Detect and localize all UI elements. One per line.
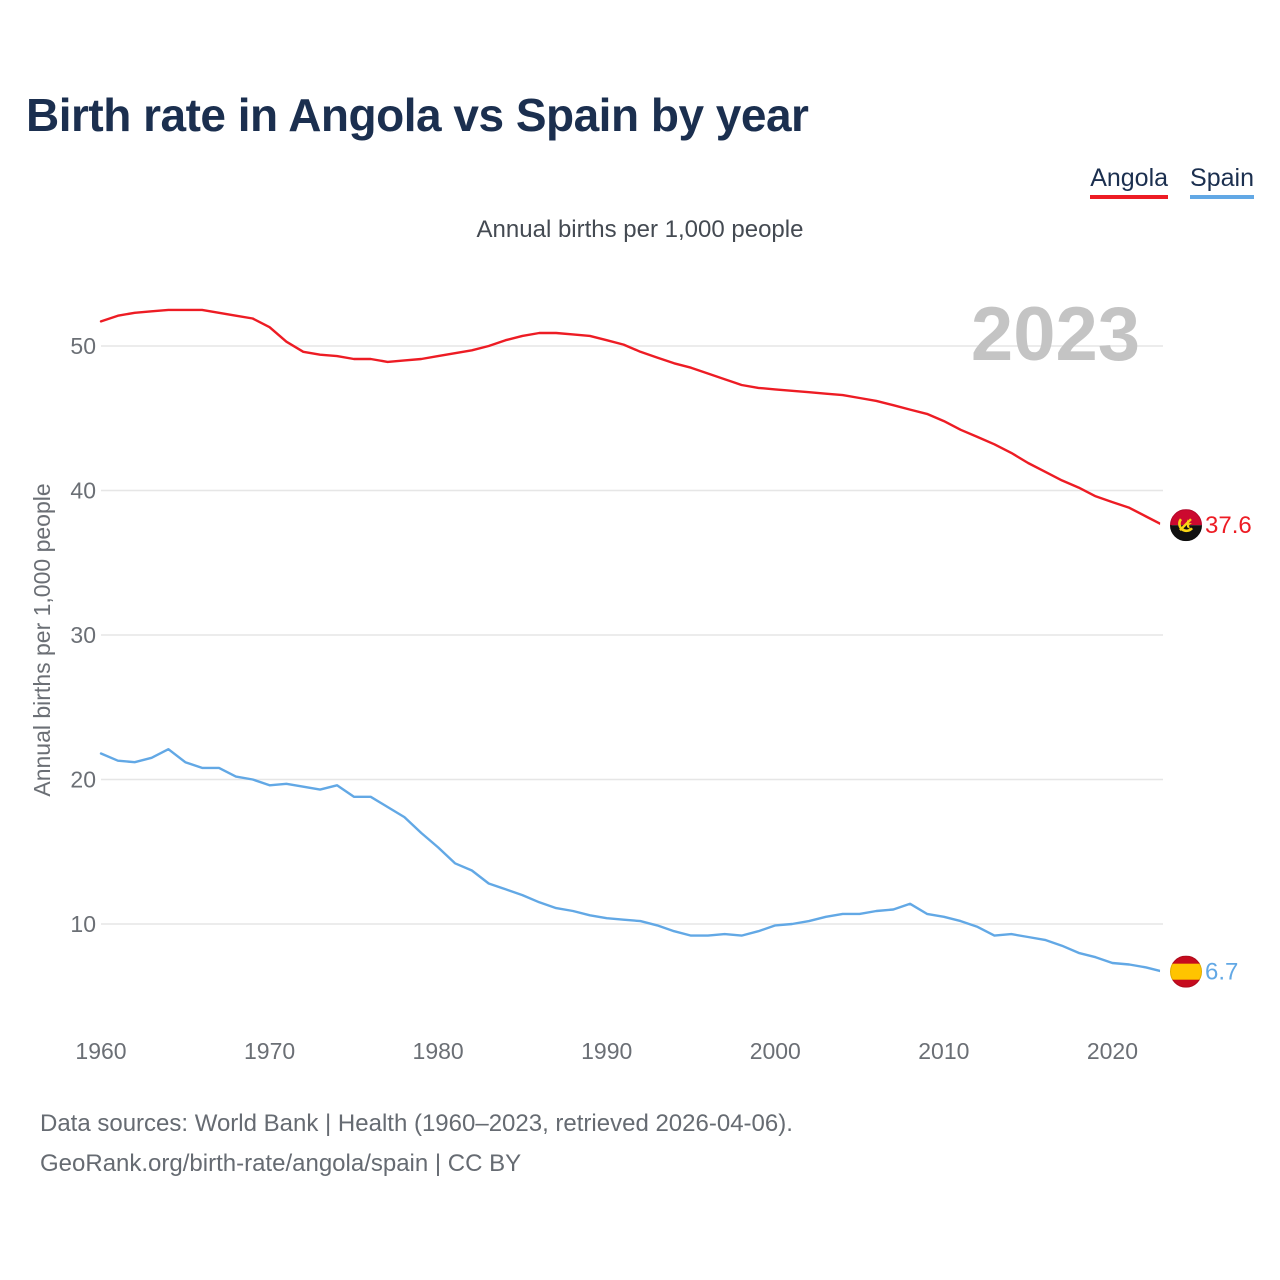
x-tick-label: 1970 bbox=[244, 1038, 295, 1064]
year-watermark: 2023 bbox=[971, 292, 1140, 377]
y-tick-label: 30 bbox=[70, 622, 96, 648]
x-tick-label: 1990 bbox=[581, 1038, 632, 1064]
angola-flag-icon bbox=[1160, 499, 1212, 552]
end-value-label-angola: 37.6 bbox=[1205, 512, 1252, 539]
spain-flag-icon bbox=[1160, 945, 1212, 998]
x-tick-label: 1960 bbox=[75, 1038, 126, 1064]
chart-title: Birth rate in Angola vs Spain by year bbox=[26, 89, 809, 141]
y-tick-label: 50 bbox=[70, 333, 96, 359]
footer-sources: Data sources: World Bank | Health (1960–… bbox=[40, 1110, 793, 1137]
x-tick-label: 2000 bbox=[750, 1038, 801, 1064]
legend-item-angola[interactable]: Angola bbox=[1090, 164, 1169, 199]
y-tick-label: 20 bbox=[70, 767, 96, 793]
line-chart: 10 20 30 40 50 1960 1970 1980 1990 2000 2010 2020 An… bbox=[29, 292, 1252, 1064]
chart-subtitle: Annual births per 1,000 people bbox=[476, 216, 804, 243]
y-tick-label: 10 bbox=[70, 911, 96, 937]
legend: Angola Spain bbox=[1090, 164, 1254, 199]
y-axis-title: Annual births per 1,000 people bbox=[29, 483, 55, 796]
series-line-spain[interactable] bbox=[99, 748, 1165, 973]
footer: Data sources: World Bank | Health (1960–… bbox=[40, 1104, 793, 1184]
x-tick-label: 2020 bbox=[1087, 1038, 1138, 1064]
y-tick-label: 40 bbox=[70, 478, 96, 504]
x-tick-label: 1980 bbox=[413, 1038, 464, 1064]
x-tick-label: 2010 bbox=[918, 1038, 969, 1064]
series-line-angola[interactable] bbox=[99, 308, 1165, 527]
legend-item-spain[interactable]: Spain bbox=[1190, 164, 1254, 199]
footer-url: GeoRank.org/birth-rate/angola/spain | CC… bbox=[40, 1150, 522, 1177]
end-value-label-spain: 6.7 bbox=[1205, 959, 1238, 986]
